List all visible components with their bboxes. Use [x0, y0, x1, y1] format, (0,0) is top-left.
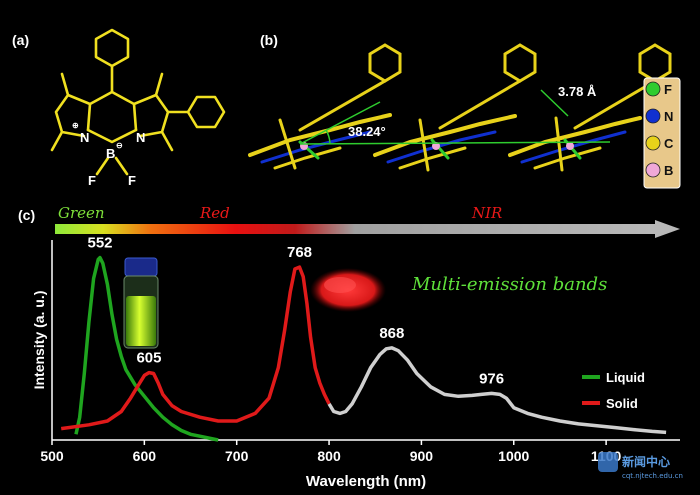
element-swatch — [645, 135, 661, 151]
peak-label: 868 — [379, 325, 404, 342]
plus-charge-label: ⊕ — [72, 121, 79, 130]
legend-solid-label: Solid — [606, 396, 638, 411]
multi-emission-annotation: Multi-emission bands — [411, 274, 607, 295]
peak-label: 768 — [287, 244, 312, 261]
watermark-logo-icon — [598, 452, 618, 472]
legend-liquid-label: Liquid — [606, 370, 645, 385]
powder-photo — [310, 268, 386, 312]
distance-line — [540, 89, 569, 117]
watermark-title: 新闻中心 — [622, 454, 670, 469]
y-axis-label: Intensity (a. u.) — [31, 291, 47, 390]
element-swatch — [645, 81, 661, 97]
x-tick-label: 900 — [410, 448, 434, 464]
green-region-label: Green — [58, 204, 105, 222]
watermark: 新闻中心 cqt.njtech.edu.cn — [598, 452, 683, 480]
spectrum-gradient-bar — [55, 224, 655, 234]
peak-label: 605 — [136, 350, 161, 367]
plane-reference-line — [299, 141, 611, 145]
nitrogen-right-label: N — [136, 130, 145, 145]
minus-charge-label: ⊖ — [116, 141, 123, 150]
x-tick-label: 500 — [40, 448, 64, 464]
element-legend-frame — [643, 77, 681, 189]
x-axis-label: Wavelength (nm) — [306, 473, 426, 490]
fluorine-left-label: F — [88, 173, 96, 188]
liquid-series-line — [74, 255, 219, 442]
x-tick-label: 1000 — [498, 448, 529, 464]
element-swatch — [645, 108, 661, 124]
x-tick-label: 600 — [133, 448, 157, 464]
vial-liquid — [126, 296, 156, 346]
angle-arc — [325, 129, 331, 144]
element-symbol: F — [664, 82, 672, 97]
molecule-atom-labels: N N B F F ⊕ ⊖ — [72, 121, 145, 188]
element-symbol: B — [664, 163, 673, 178]
angle-label: 38.24° — [348, 124, 386, 139]
packed-molecule-3 — [508, 43, 672, 172]
solid-series-line-visible — [60, 265, 331, 431]
spectrum-bar: Green Red NIR — [55, 204, 680, 238]
peak-label: 976 — [479, 370, 504, 387]
crystal-packing: 38.24° 3.78 Å — [248, 43, 672, 172]
element-symbol: N — [664, 109, 673, 124]
bodipy-structure — [50, 28, 226, 176]
nir-region-label: NIR — [471, 204, 502, 222]
vial-cap — [124, 257, 158, 277]
distance-label: 3.78 Å — [558, 84, 597, 99]
watermark-url: cqt.njtech.edu.cn — [622, 472, 683, 480]
vial-photo — [123, 257, 159, 349]
packed-molecule-2 — [373, 43, 537, 172]
spectrum-plot: 50060070080090010001100 Wavelength (nm) … — [31, 235, 680, 490]
element-swatch — [645, 162, 661, 178]
plane-tilt-line — [299, 101, 381, 145]
packed-molecule-1 — [248, 43, 402, 170]
element-symbol: C — [664, 136, 674, 151]
powder-blob-highlight — [324, 277, 356, 293]
x-axis-ticks: 50060070080090010001100 — [40, 440, 622, 464]
panel-a-label: (a) — [12, 32, 29, 48]
fluorine-right-label: F — [128, 173, 136, 188]
red-region-label: Red — [199, 204, 230, 222]
panel-b-label: (b) — [260, 32, 278, 48]
peak-label: 552 — [88, 235, 113, 252]
solid-series-line-nir — [327, 346, 667, 435]
spectrum-arrow-head — [655, 220, 680, 238]
nitrogen-left-label: N — [80, 130, 89, 145]
x-tick-label: 700 — [225, 448, 249, 464]
x-tick-label: 800 — [317, 448, 341, 464]
panel-c-label: (c) — [18, 207, 35, 223]
boron-label: B — [106, 146, 115, 161]
series-legend: Liquid Solid — [582, 370, 645, 411]
